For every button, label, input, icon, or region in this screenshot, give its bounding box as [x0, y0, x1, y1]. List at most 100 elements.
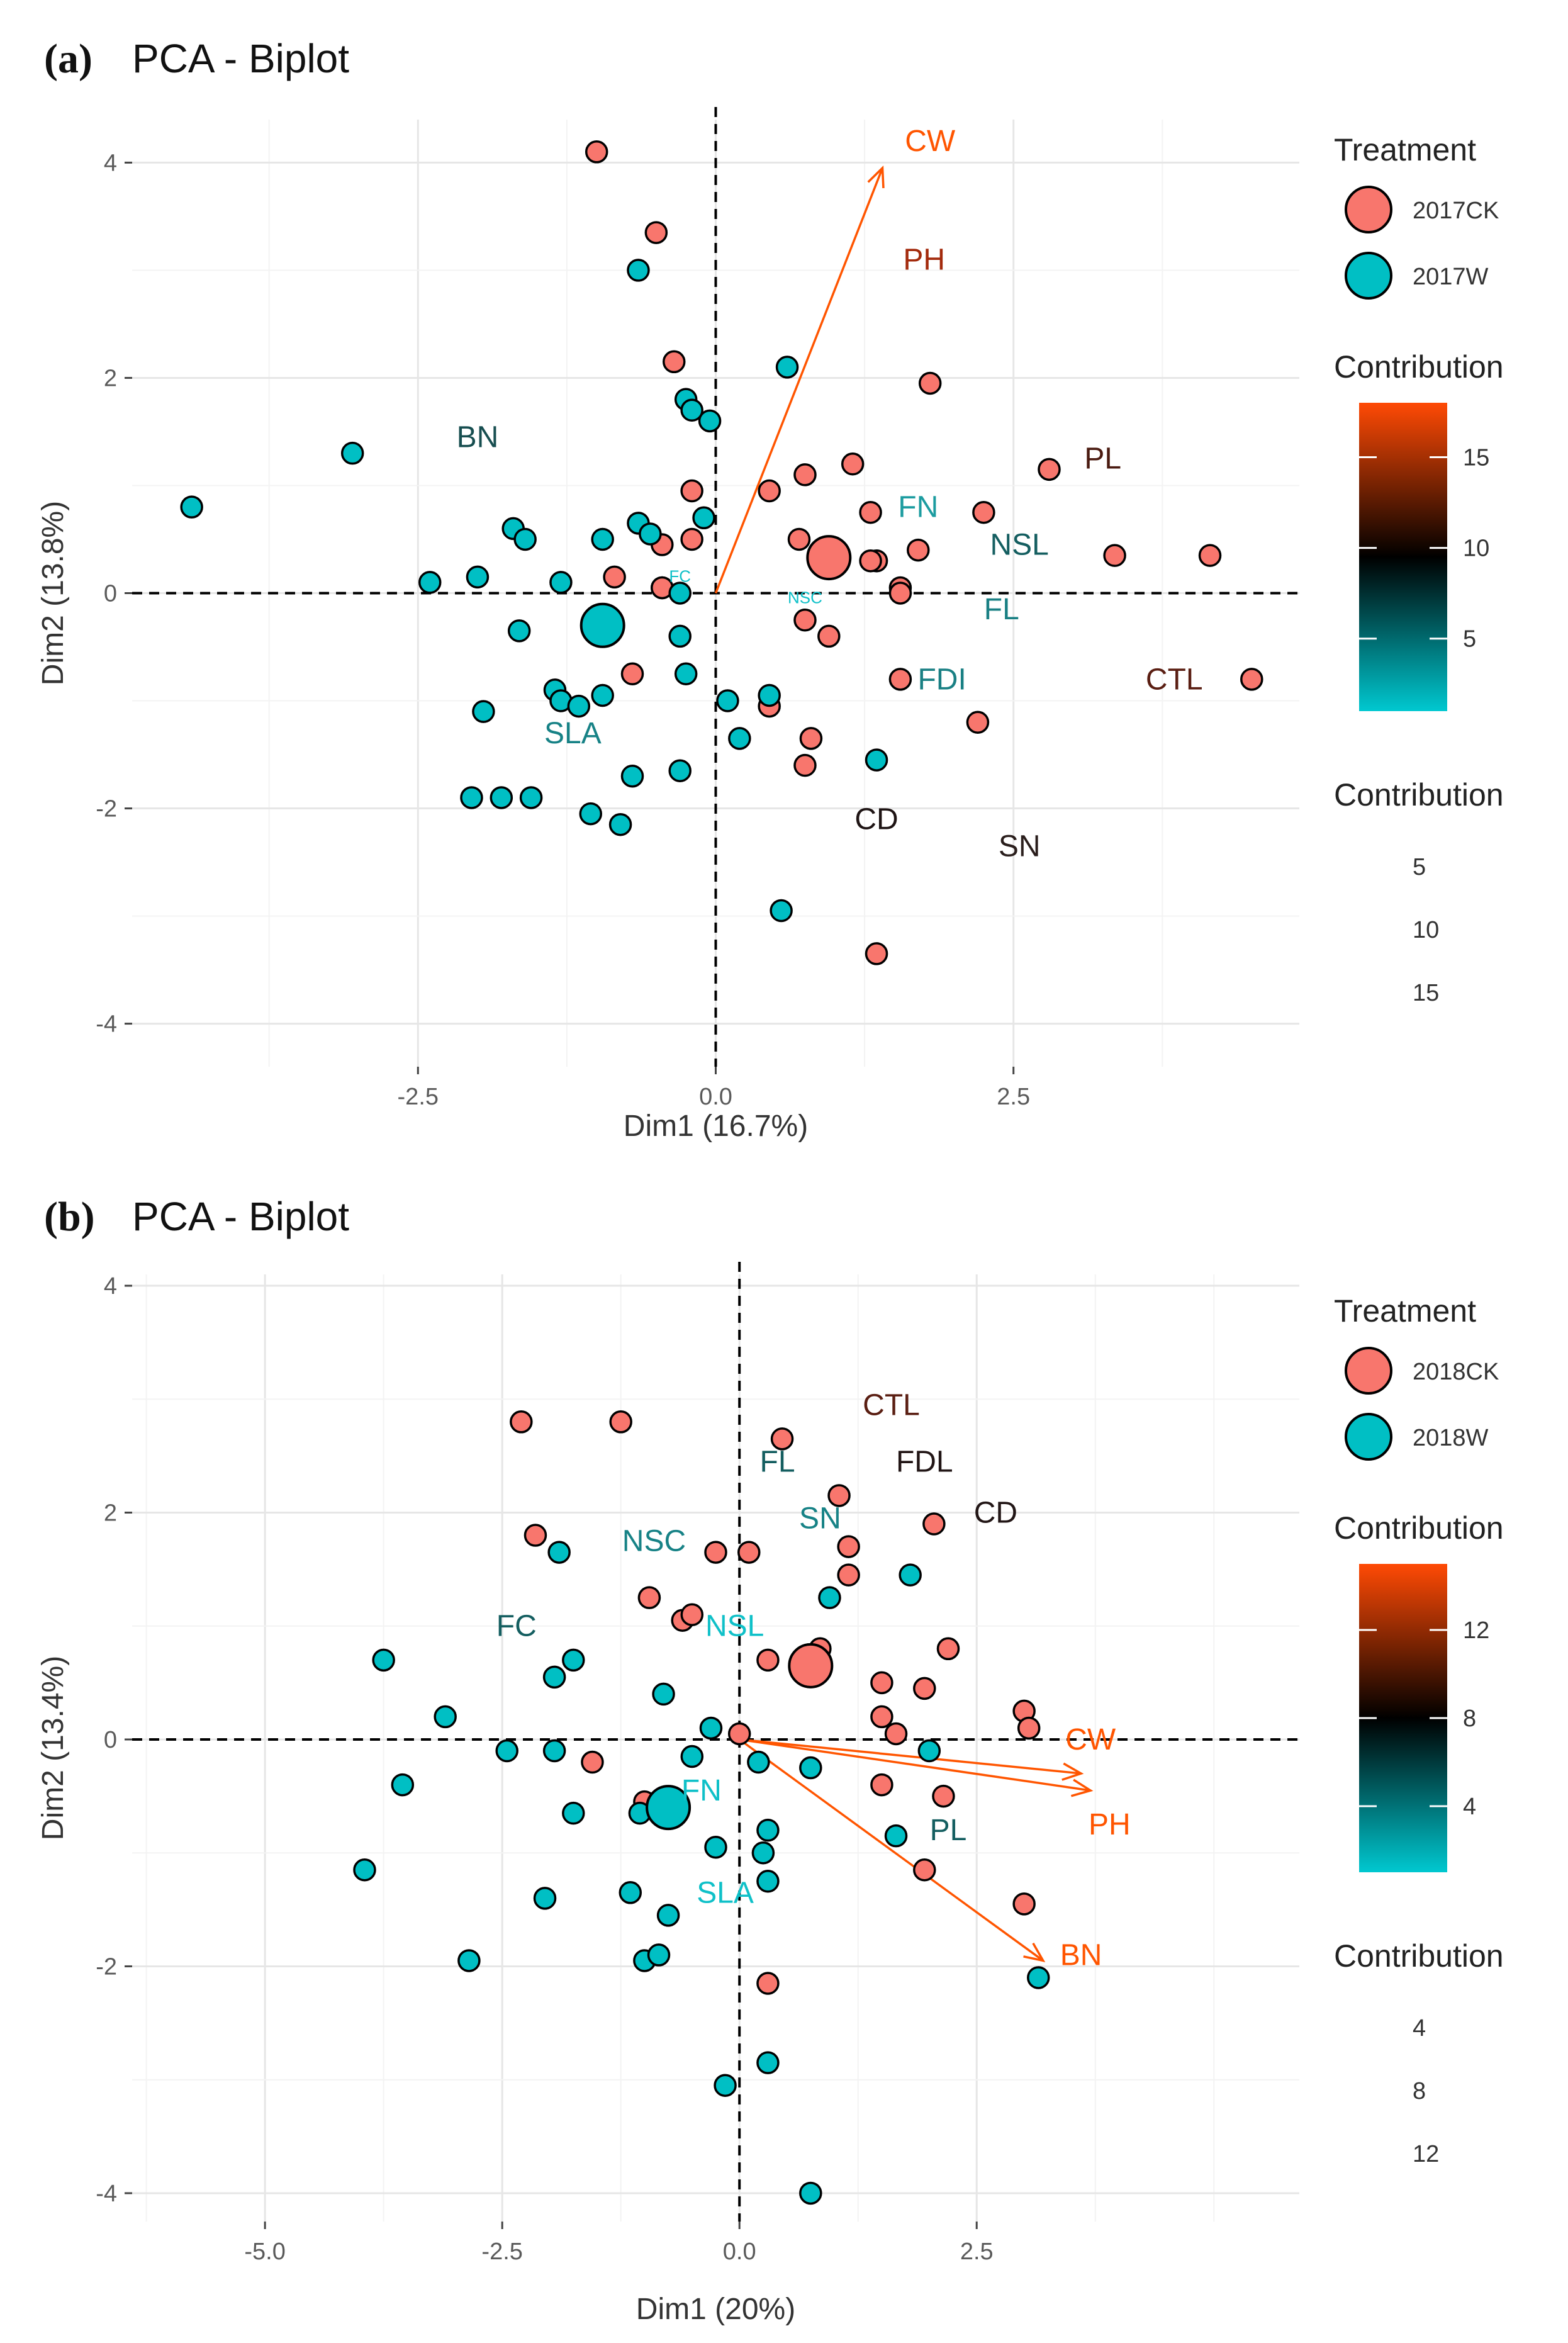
variable-arrows — [714, 165, 885, 594]
y-axis-title: Dim2 (13.4%) — [36, 1656, 70, 1840]
variable-label-cw: CW — [905, 125, 956, 158]
point-2018w — [372, 1648, 395, 1672]
point-2018w — [818, 1586, 841, 1609]
x-tick-label: -2.5 — [481, 2239, 522, 2265]
point-2017w — [591, 683, 614, 707]
point-2017w — [460, 786, 483, 809]
variable-labels: CW PH PL FN NSL FL FDI CTL CD SN BN SLA FC NSC — [457, 125, 1203, 863]
x-tick-label: 0.0 — [699, 1084, 732, 1110]
legend-size-label: 4 — [1413, 2015, 1426, 2042]
arrow-head-bn — [1023, 1942, 1046, 1962]
variable-label-bn: BN — [1060, 1938, 1102, 1972]
point-2017ck — [859, 549, 882, 573]
x-axis: -5.0 -2.5 0.0 2.5 — [244, 2222, 994, 2265]
variable-label-bn: BN — [457, 421, 499, 454]
colorbar-tick-label: 8 — [1463, 1705, 1476, 1732]
arrow-bn — [739, 1738, 1044, 1962]
variable-label-fc: FC — [669, 566, 691, 585]
point-2018ck — [756, 1648, 780, 1672]
arrow-head-ph — [1070, 1778, 1094, 1797]
point-2018ck — [932, 1784, 955, 1808]
point-2017ck — [793, 753, 817, 777]
y-axis: -4 -2 0 2 4 — [96, 1273, 132, 2207]
point-2018w — [704, 1835, 727, 1859]
legend-treatment-label-2017ck: 2017CK — [1413, 198, 1499, 224]
variable-label-ph: PH — [903, 243, 945, 276]
legend-treatment-title: Treatment — [1334, 132, 1476, 167]
variable-label-fc: FC — [496, 1610, 537, 1643]
point-2017ck — [793, 609, 817, 632]
series-2018w — [353, 1541, 1050, 2205]
point-2018w — [391, 1773, 415, 1797]
point-2018ck — [837, 1563, 860, 1587]
legend-treatment-key-2017ck — [1345, 186, 1392, 233]
point-2018w — [434, 1705, 457, 1729]
variable-label-sn: SN — [999, 829, 1041, 863]
point-2018w — [656, 1904, 680, 1927]
point-2017ck — [1240, 668, 1263, 691]
point-2017w — [627, 259, 650, 282]
point-2017ck — [620, 662, 644, 686]
point-2017w — [668, 624, 692, 648]
series-2017ck — [585, 140, 1263, 965]
point-2017ck — [680, 479, 703, 503]
point-2017ck — [918, 371, 942, 395]
point-2017ck — [603, 565, 626, 589]
legend-treatment-key-2018w — [1345, 1413, 1392, 1461]
y-tick-label: 0 — [104, 1727, 117, 1753]
point-2018ck — [936, 1637, 960, 1661]
point-2017ck — [680, 527, 703, 551]
variable-label-ctl: CTL — [863, 1388, 920, 1422]
point-2018ck — [870, 1773, 893, 1797]
point-2018ck — [727, 1722, 751, 1746]
y-axis: -4 -2 0 2 4 — [96, 150, 132, 1038]
variable-label-nsc: NSC — [788, 588, 822, 607]
point-2018w — [756, 1818, 780, 1842]
point-2017ck — [799, 727, 823, 750]
variable-labels: CTL FL FDL CD SN NSC FC NSL FN SLA PL CW PH BN — [496, 1388, 1131, 1972]
point-2017ck — [841, 452, 865, 476]
point-2018ck — [524, 1524, 547, 1547]
legend-size-label: 15 — [1413, 980, 1439, 1006]
variable-label-nsc: NSC — [622, 1525, 686, 1558]
point-2018ck — [737, 1541, 761, 1564]
series-2017w — [180, 259, 888, 923]
point-2017w — [549, 571, 573, 594]
y-tick-label: 0 — [104, 581, 117, 607]
legend-size-label: 5 — [1413, 854, 1426, 880]
title-text: PCA - Biplot — [132, 1194, 349, 1239]
point-2017w — [340, 441, 364, 465]
y-tick-label: -2 — [96, 1953, 117, 1980]
point-2018w — [652, 1682, 675, 1706]
point-2017w — [507, 619, 531, 643]
point-2018ck — [870, 1671, 893, 1695]
point-2017w — [418, 571, 442, 594]
chart-title: (a) PCA - Biplot — [44, 36, 349, 82]
point-2018ck — [1017, 1716, 1041, 1740]
point-2017ck — [966, 711, 990, 734]
point-2017w — [579, 802, 602, 826]
arrow-head-cw — [867, 165, 885, 189]
point-2017ck — [888, 668, 912, 691]
point-2018w — [562, 1648, 585, 1672]
y-tick-label: 2 — [104, 1500, 117, 1527]
point-2018ck — [637, 1586, 661, 1609]
y-tick-label: -2 — [96, 796, 117, 823]
y-tick-label: -4 — [96, 2181, 117, 2207]
variable-label-fdi: FDI — [917, 663, 966, 696]
point-2017w — [668, 759, 692, 782]
point-2018ck — [884, 1722, 908, 1746]
legend-contribution-size-title: Contribution — [1334, 777, 1504, 812]
point-2017w — [567, 694, 591, 718]
chart-title: (b) PCA - Biplot — [44, 1194, 349, 1240]
variable-label-cw: CW — [1065, 1723, 1116, 1756]
legend-treatment-label-2018w: 2018W — [1413, 1425, 1489, 1451]
plot-background — [132, 1274, 1299, 2222]
point-2018w — [619, 1881, 642, 1904]
variable-label-ph: PH — [1089, 1808, 1131, 1841]
panel-b: -5.0 -2.5 0.0 2.5 -4 -2 0 2 4 Dim1 (20%) Dim2 (13.… — [36, 1194, 1504, 2326]
point-2018ck — [581, 1750, 604, 1774]
point-2018w — [457, 1949, 481, 1972]
point-2018ck — [913, 1677, 936, 1700]
